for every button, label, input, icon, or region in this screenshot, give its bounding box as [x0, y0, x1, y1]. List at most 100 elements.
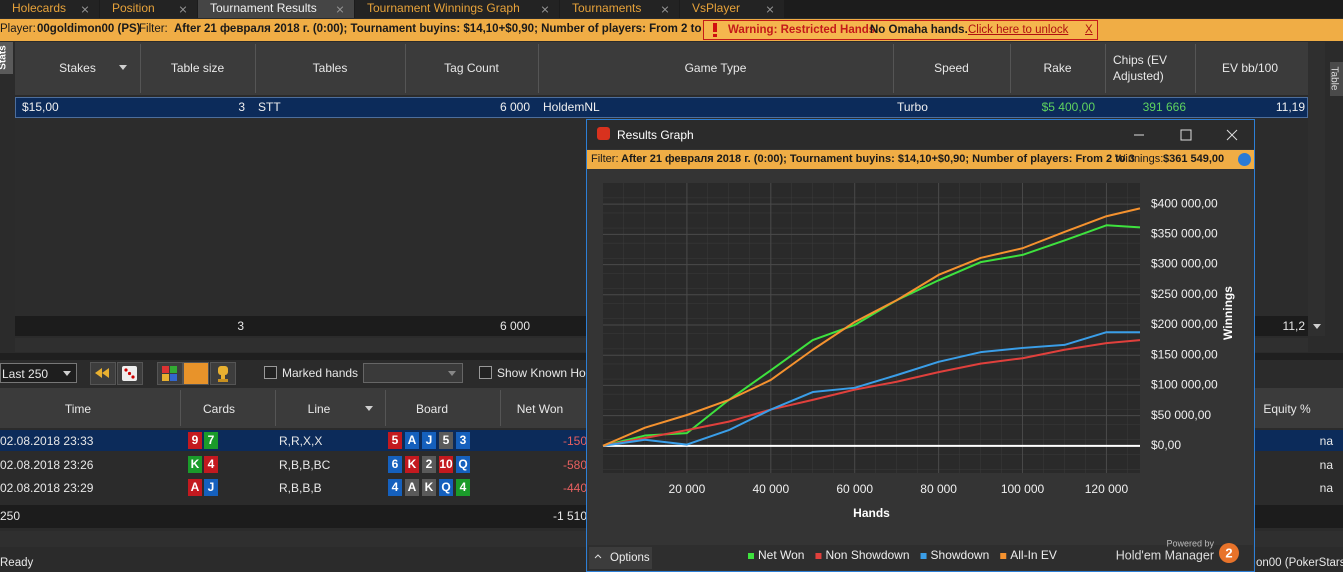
tab-close[interactable] [81, 5, 89, 13]
rewind-button[interactable] [90, 362, 116, 385]
column-header[interactable]: Cards [202, 402, 236, 416]
column-header[interactable]: Rake [1043, 61, 1072, 75]
legend-swatch [815, 553, 822, 559]
stats-label: Stats [0, 45, 9, 70]
column-separator [1195, 44, 1196, 93]
window-controls[interactable] [1127, 126, 1247, 144]
graph-filter-label: Filter: [591, 153, 619, 165]
tab-close[interactable] [766, 5, 774, 13]
scroll-arrow[interactable] [1313, 324, 1321, 329]
column-header[interactable]: Chips (EV Adjusted) [1113, 53, 1168, 83]
marked-checkbox[interactable] [264, 366, 277, 379]
tab-label: Tournament Results [210, 1, 317, 15]
column-separator [140, 44, 141, 93]
brand: Hold'em Manager [1116, 548, 1214, 562]
column-header[interactable]: EV bb/100 [1221, 61, 1279, 75]
column-separator [385, 390, 386, 426]
result-cell: 6 000 [499, 100, 530, 114]
hand-line: R,B,B,B [279, 481, 322, 495]
y-tick-label: $50 000,00 [1151, 408, 1211, 422]
warning-text: Warning: Restricted Hands [728, 24, 876, 36]
y-tick-label: $350 000,00 [1151, 227, 1218, 241]
trophy-button[interactable] [210, 362, 236, 385]
status-ready: Ready [0, 557, 34, 569]
filter-value: After 21 февраля 2018 г. (0:00); Tournam… [174, 23, 712, 35]
board-card: 2 [422, 455, 436, 473]
result-cell: Turbo [897, 100, 928, 114]
stats-side-tab[interactable]: Stats [0, 42, 13, 74]
filter-bar: Player: 00goldimon00 (PS) Filter: After … [0, 19, 1343, 41]
y-axis-title: Winnings [1221, 286, 1235, 340]
tab[interactable]: Holecards [0, 0, 99, 18]
legend-label: Net Won [758, 548, 804, 562]
column-header[interactable]: Stakes [59, 61, 96, 75]
logo-text: 2 [1225, 545, 1232, 560]
bottom-strip [588, 545, 1253, 570]
board-card: 4 [388, 479, 402, 496]
results-vscroll[interactable] [1308, 42, 1325, 336]
x-axis-title: Hands [853, 506, 890, 520]
window-title: Results Graph [617, 128, 694, 142]
column-header[interactable]: Line [307, 402, 331, 416]
tab-label: Holecards [12, 1, 67, 15]
options-label: Options [610, 552, 650, 564]
tab[interactable]: Position [100, 0, 197, 18]
column-separator [1010, 44, 1011, 93]
tab[interactable]: Tournaments [560, 0, 679, 18]
result-cell: 3 [238, 100, 245, 114]
column-header[interactable]: Tables [312, 61, 348, 75]
tab-close[interactable] [336, 5, 344, 13]
column-header[interactable]: Tag Count [444, 61, 499, 75]
highlight-button[interactable] [183, 362, 209, 385]
y-tick-label: $300 000,00 [1151, 257, 1218, 271]
tab[interactable]: Tournament Results [198, 0, 354, 18]
x-tick-label: 40 000 [752, 482, 789, 496]
column-header[interactable]: Board [415, 402, 449, 416]
column-header[interactable]: Speed [934, 61, 969, 75]
unlock-link[interactable]: Click here to unlock [968, 24, 1069, 36]
line-filter-arrow[interactable] [365, 406, 373, 411]
dice-button[interactable] [117, 362, 143, 385]
close-warning[interactable]: X [1085, 24, 1093, 36]
total-cell: 6 000 [499, 319, 530, 333]
column-separator [538, 44, 539, 93]
hand-equity: na [1319, 434, 1333, 448]
tab-close[interactable] [661, 5, 669, 13]
results-graph-window: Results Graph Filter: After 21 февраля 2… [586, 119, 1255, 572]
column-header[interactable]: Equity % [1263, 402, 1311, 416]
tab-close[interactable] [541, 5, 549, 13]
column-separator [893, 44, 894, 93]
x-tick-label: 60 000 [836, 482, 873, 496]
winnings-value: $361 549,00 [1163, 153, 1225, 165]
tab[interactable]: VsPlayer [680, 0, 784, 18]
graph-filter-value: After 21 февраля 2018 г. (0:00); Tournam… [621, 153, 1135, 165]
options-button[interactable] [589, 547, 652, 569]
marked-select[interactable] [363, 363, 463, 383]
help-icon[interactable] [1238, 153, 1251, 166]
tab-close[interactable] [179, 5, 187, 13]
hole-card: 9 [188, 432, 202, 449]
result-row[interactable] [15, 97, 1308, 118]
column-header[interactable]: Table size [170, 61, 225, 75]
minor-grid [603, 183, 1140, 473]
column-header[interactable]: Time [64, 402, 92, 416]
tab[interactable]: Tournament Winnings Graph [355, 0, 559, 18]
column-separator [1105, 44, 1106, 93]
column-header[interactable]: Game Type [684, 61, 747, 75]
column-separator [180, 390, 181, 426]
range-select[interactable]: Last 250 [0, 363, 77, 383]
sort-arrow[interactable] [119, 65, 127, 70]
hole-card: A [188, 479, 202, 496]
grid-button[interactable] [157, 362, 183, 385]
result-cell: 11,19 [1275, 100, 1305, 114]
total-cell: 3 [237, 319, 244, 333]
board-card: Q [439, 479, 453, 496]
table-side-tab[interactable]: Table [1328, 62, 1343, 96]
result-cell: 391 666 [1142, 100, 1186, 114]
warning-icon [713, 23, 717, 37]
column-header[interactable]: Net Won [516, 402, 564, 416]
powered-by: Powered by [1166, 538, 1214, 548]
graph-filter-strip: Filter: After 21 февраля 2018 г. (0:00);… [587, 150, 1254, 169]
show-known-checkbox[interactable] [479, 366, 492, 379]
